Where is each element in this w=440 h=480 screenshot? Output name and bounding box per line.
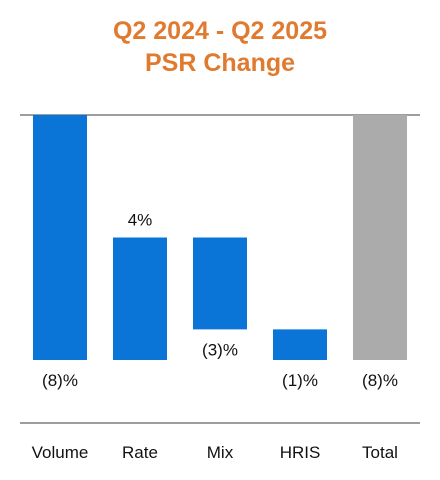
chart-title-line-1: Q2 2024 - Q2 2025 (112, 17, 328, 45)
category-label-hris: HRIS (280, 443, 321, 462)
category-label-total: Total (362, 443, 398, 462)
data-label-total: (8)% (362, 371, 398, 390)
category-label-mix: Mix (207, 443, 234, 462)
bar-hris (273, 329, 327, 360)
chart-title-line-2: PSR Change (144, 49, 296, 77)
bar-volume (33, 115, 87, 360)
data-label-hris: (1)% (282, 371, 318, 390)
bar-mix (193, 237, 247, 330)
data-label-mix: (3)% (202, 340, 238, 359)
bar-total (353, 115, 407, 360)
data-label-volume: (8)% (42, 371, 78, 390)
bar-rate (113, 237, 167, 360)
data-label-rate: 4% (128, 211, 153, 230)
category-label-volume: Volume (32, 443, 89, 462)
category-label-rate: Rate (122, 443, 158, 462)
